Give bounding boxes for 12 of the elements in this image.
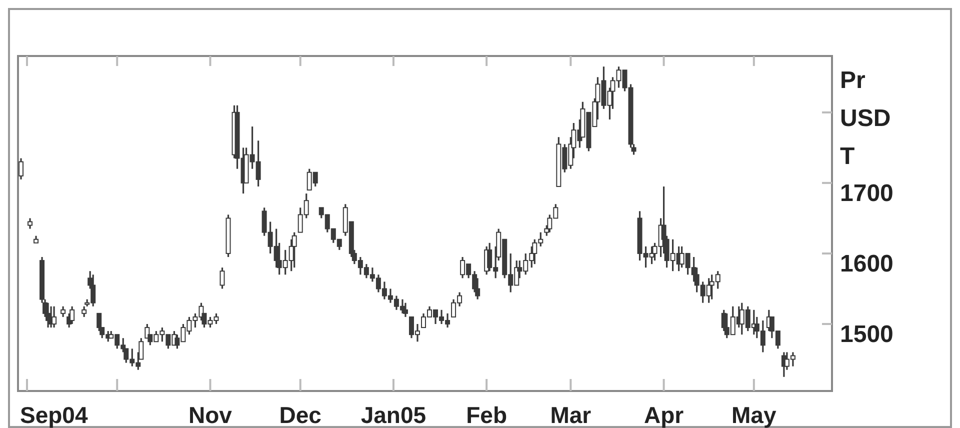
x-tick-label: Feb [466,402,508,428]
x-tick-label: Jan05 [360,402,426,428]
y-axis-title: Pr USD T [840,67,891,170]
x-tick-label: Mar [550,402,592,428]
x-tick-label: Sep04 [20,402,88,428]
y-tick-label: 1500 [840,321,894,348]
y-tick-label: 1600 [840,250,894,278]
x-tick-label: May [732,402,776,428]
x-tick-label: Dec [279,402,322,428]
x-tick-label: Apr [644,402,684,428]
y-tick-label: 1700 [840,180,894,207]
x-tick-label: Nov [188,402,232,428]
